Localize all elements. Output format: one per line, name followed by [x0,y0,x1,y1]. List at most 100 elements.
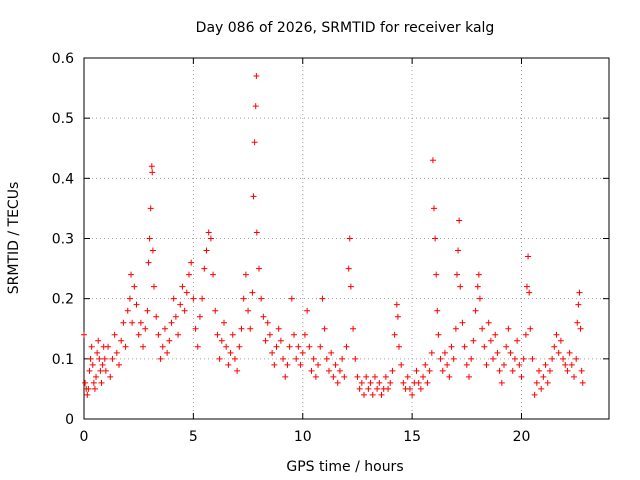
data-point [249,289,256,296]
data-point [93,373,100,380]
data-point [354,373,361,380]
data-point [413,367,420,374]
data-point [551,343,558,350]
data-point [339,355,346,362]
data-point [439,367,446,374]
data-point [523,283,530,290]
data-point [181,307,188,314]
data-point [227,349,234,356]
data-point [505,325,512,332]
data-point [149,169,156,176]
data-point [286,343,293,350]
data-point [435,331,442,338]
data-point [260,313,267,320]
data-point [166,337,173,344]
data-point [164,349,171,356]
x-tick-label: 15 [403,429,421,445]
data-point [111,331,118,338]
data-point [135,331,142,338]
data-point [507,349,514,356]
x-tick-label: 0 [80,429,89,445]
data-point [280,355,287,362]
data-point [571,373,577,380]
data-point [251,139,258,146]
data-point [518,373,525,380]
data-point [245,307,252,314]
data-point [90,379,97,386]
data-point [453,271,460,278]
data-point [455,247,462,254]
data-point [536,367,542,374]
data-point [371,373,378,380]
data-point [304,307,311,314]
data-point [291,331,297,338]
data-point [444,361,451,368]
y-tick-label: 0.5 [52,111,74,127]
data-point [526,289,533,296]
data-point [466,373,472,380]
data-point [252,103,259,110]
data-point [310,355,317,362]
data-point [188,259,195,266]
data-point [151,283,157,290]
data-point [577,325,584,332]
data-point [273,343,280,350]
data-point [468,355,475,362]
data-point [415,379,422,386]
data-point [459,319,466,326]
data-point [262,337,269,344]
data-point [343,343,350,350]
data-point [461,343,468,350]
data-point [330,373,337,380]
data-point [531,391,538,398]
data-point [494,349,501,356]
data-point [437,355,444,362]
y-tick-label: 0.2 [52,292,74,308]
data-point [192,325,199,332]
data-point [503,343,510,350]
data-point [190,295,197,302]
data-point [99,361,106,368]
data-point [431,205,437,212]
data-point [153,313,160,320]
data-point [345,265,352,272]
chart-title: Day 086 of 2026, SRMTID for receiver kal… [196,20,495,36]
data-point [253,229,260,236]
data-point [282,373,289,380]
data-point [183,289,190,296]
data-point [137,319,144,326]
data-point [97,367,104,374]
data-point [120,319,127,326]
data-point [96,355,103,362]
data-point [223,343,230,350]
data-points [81,73,586,398]
data-point [236,343,243,350]
data-point [450,355,457,362]
y-tick-label: 0.6 [52,51,74,67]
data-point [84,391,91,398]
data-point [542,361,549,368]
data-point [124,307,131,314]
data-point [420,373,427,380]
data-point [404,373,411,380]
data-point [579,379,586,386]
data-point [540,373,547,380]
data-point [433,271,440,278]
data-point [159,343,166,350]
data-point [511,355,518,362]
data-point [396,343,402,350]
data-point [426,367,433,374]
data-point [299,349,306,356]
data-point [346,235,353,242]
data-point [284,361,291,368]
data-point [406,385,413,392]
data-point [293,355,300,362]
data-point [533,379,540,386]
data-point [172,313,179,320]
data-point [144,307,151,314]
data-point [128,271,135,278]
plot-frame [83,57,610,420]
data-point [363,373,370,380]
data-point [378,391,385,398]
data-point [82,379,89,386]
